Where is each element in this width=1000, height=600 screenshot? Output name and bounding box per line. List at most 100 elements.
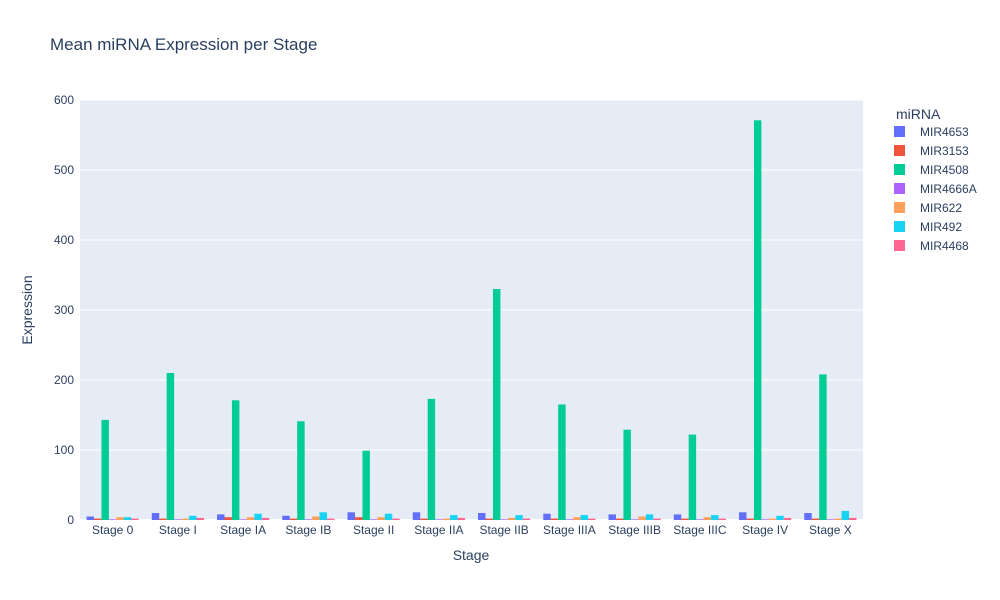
bar[interactable]	[189, 515, 197, 520]
bar[interactable]	[826, 519, 835, 520]
bar[interactable]	[457, 517, 465, 520]
legend-item[interactable]: MIR4653	[894, 125, 969, 139]
y-axis-ticks: 0 100 200 300 400 500 600	[54, 93, 74, 527]
bar[interactable]	[543, 513, 551, 520]
bar[interactable]	[420, 518, 428, 520]
bar[interactable]	[347, 512, 355, 520]
bar[interactable]	[327, 518, 335, 520]
bar[interactable]	[696, 519, 704, 520]
bar[interactable]	[123, 517, 132, 520]
bar[interactable]	[319, 512, 328, 520]
bar[interactable]	[522, 518, 531, 520]
bar[interactable]	[131, 518, 139, 520]
x-tick-label: Stage IA	[220, 523, 266, 537]
bar[interactable]	[630, 519, 639, 520]
bar[interactable]	[580, 515, 589, 520]
bar[interactable]	[435, 519, 443, 520]
bar[interactable]	[427, 398, 436, 520]
bar[interactable]	[312, 516, 320, 521]
bar[interactable]	[261, 517, 270, 520]
bar[interactable]	[450, 515, 458, 520]
legend-swatch	[894, 240, 905, 251]
bar[interactable]	[849, 517, 857, 520]
bar[interactable]	[573, 517, 581, 520]
bar[interactable]	[783, 517, 792, 520]
bar[interactable]	[638, 516, 646, 521]
bar[interactable]	[412, 512, 421, 520]
legend-item[interactable]: MIR4666A	[894, 182, 977, 196]
bar[interactable]	[841, 510, 850, 520]
bar[interactable]	[196, 517, 204, 520]
bar[interactable]	[231, 400, 240, 520]
legend-label: MIR4653	[920, 125, 969, 139]
bar[interactable]	[101, 419, 109, 520]
bar[interactable]	[718, 518, 726, 520]
bar[interactable]	[703, 517, 712, 520]
bar[interactable]	[711, 515, 719, 520]
bar[interactable]	[819, 374, 827, 520]
bar[interactable]	[688, 434, 697, 520]
bar[interactable]	[93, 518, 102, 520]
x-tick-label: Stage IV	[742, 523, 788, 537]
bar[interactable]	[116, 517, 124, 520]
bar[interactable]	[166, 373, 175, 520]
bar[interactable]	[608, 514, 616, 520]
bar[interactable]	[86, 516, 94, 521]
bar[interactable]	[550, 518, 559, 520]
legend-item[interactable]: MIR622	[894, 201, 962, 215]
x-tick-label: Stage II	[353, 523, 394, 537]
bar[interactable]	[442, 518, 451, 520]
legend-item[interactable]: MIR4508	[894, 163, 969, 177]
bar[interactable]	[761, 519, 769, 520]
legend[interactable]: miRNA MIR4653 MIR3153 MIR4508 MIR4666A MIR62…	[894, 106, 977, 253]
bar[interactable]	[565, 519, 574, 520]
bar[interactable]	[485, 518, 493, 520]
y-axis-title: Expression	[19, 275, 35, 344]
bar[interactable]	[282, 515, 290, 520]
legend-item[interactable]: MIR492	[894, 220, 962, 234]
bar[interactable]	[246, 517, 255, 520]
bar[interactable]	[588, 518, 596, 520]
bar[interactable]	[174, 519, 182, 520]
bar[interactable]	[181, 518, 190, 520]
bar[interactable]	[377, 517, 385, 520]
bar[interactable]	[224, 517, 232, 520]
bar[interactable]	[776, 515, 784, 520]
bar[interactable]	[362, 450, 370, 520]
bar[interactable]	[834, 518, 842, 520]
bar[interactable]	[681, 518, 689, 520]
bar[interactable]	[492, 289, 501, 520]
bar[interactable]	[151, 513, 160, 520]
bar[interactable]	[615, 518, 624, 520]
bar[interactable]	[289, 518, 298, 520]
bar[interactable]	[354, 517, 363, 520]
bar[interactable]	[753, 120, 762, 521]
bar[interactable]	[623, 429, 631, 520]
bar[interactable]	[739, 512, 747, 520]
bar[interactable]	[558, 404, 566, 521]
bar[interactable]	[768, 518, 777, 520]
bar[interactable]	[645, 514, 654, 520]
bar[interactable]	[653, 518, 661, 520]
legend-item[interactable]: MIR3153	[894, 144, 969, 158]
bar[interactable]	[384, 513, 393, 520]
bar[interactable]	[159, 518, 167, 520]
bar[interactable]	[500, 519, 508, 520]
bar[interactable]	[369, 519, 378, 520]
bar[interactable]	[297, 421, 305, 520]
bar[interactable]	[811, 518, 820, 520]
bar[interactable]	[507, 517, 516, 520]
bar[interactable]	[673, 514, 682, 520]
bar[interactable]	[254, 513, 262, 520]
bar[interactable]	[515, 515, 523, 520]
bar[interactable]	[239, 519, 247, 520]
legend-item[interactable]: MIR4468	[894, 239, 969, 253]
bar[interactable]	[478, 513, 486, 520]
bar[interactable]	[304, 519, 313, 520]
bar[interactable]	[108, 519, 117, 520]
x-axis-ticks: Stage 0 Stage I Stage IA Stage IB Stage II St…	[92, 523, 852, 537]
bar[interactable]	[804, 513, 812, 520]
bar[interactable]	[217, 514, 225, 520]
bar[interactable]	[746, 518, 754, 520]
bar[interactable]	[392, 518, 400, 520]
